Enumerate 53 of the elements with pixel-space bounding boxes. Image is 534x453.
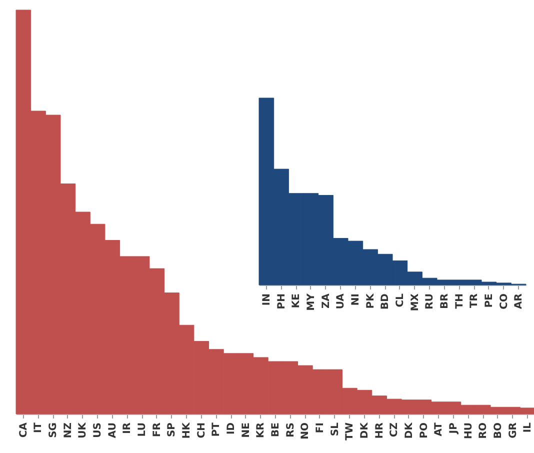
x-tick-label: TR <box>469 293 480 308</box>
x-tick-label: NE <box>240 422 252 438</box>
x-tick-label: HU <box>463 422 474 439</box>
x-tick-label: BO <box>492 422 504 439</box>
x-tick-label: CH <box>196 422 208 438</box>
x-tick-label: DK <box>359 421 370 439</box>
x-tick-label: SP <box>166 422 178 438</box>
x-tick-label: AU <box>107 422 118 438</box>
x-tick-label: IT <box>33 422 44 434</box>
x-tick-label: CA <box>18 422 30 438</box>
x-tick-label: HK <box>182 421 193 439</box>
x-tick-label: NZ <box>62 422 74 438</box>
x-tick-label: NO <box>300 422 312 440</box>
x-tick-label: AR <box>514 293 525 309</box>
x-tick-label: UK <box>78 421 89 438</box>
x-tick-label: TW <box>344 422 356 440</box>
x-tick-label: CL <box>394 292 406 308</box>
x-tick-label: BD <box>380 294 392 310</box>
x-tick-label: JP <box>448 422 460 435</box>
x-tick-label: LU <box>137 422 148 437</box>
x-tick-label: GR <box>508 422 519 438</box>
x-tick-label: BE <box>270 422 282 437</box>
x-tick-label: TH <box>454 294 466 309</box>
x-tick-label: FI <box>314 422 326 434</box>
x-tick-label: PE <box>484 293 495 308</box>
x-tick-label: MX <box>410 293 421 312</box>
x-tick-label: CO <box>498 294 510 310</box>
x-tick-label: UA <box>336 293 347 310</box>
x-tick-label: RO <box>478 422 490 439</box>
x-tick-label: DK <box>404 421 415 439</box>
x-tick-label: CZ <box>389 422 400 438</box>
x-tick-label: RU <box>424 294 436 310</box>
x-tick-label: AT <box>434 422 445 436</box>
x-tick-label: HR <box>374 422 386 439</box>
x-tick-label: PO <box>418 422 430 438</box>
x-tick-label: IN <box>261 294 272 306</box>
x-tick-label: IL <box>522 422 534 433</box>
x-tick-label: SG <box>48 422 60 438</box>
x-tick-label: ZA <box>320 293 332 308</box>
x-tick-label: IR <box>122 422 134 434</box>
x-tick-label: FR <box>152 422 163 438</box>
x-tick-label: KE <box>291 293 302 308</box>
x-tick-label: BR <box>439 293 450 309</box>
x-tick-label: SL <box>330 422 341 436</box>
x-tick-label: MY <box>306 292 317 311</box>
x-tick-label: PH <box>276 294 288 310</box>
x-tick-label: KR <box>256 422 267 438</box>
x-tick-label: US <box>92 422 104 438</box>
x-tick-label: RS <box>285 422 296 438</box>
x-tick-label: PT <box>211 422 222 437</box>
x-tick-label: NI <box>350 294 362 306</box>
x-tick-label: ID <box>226 422 238 435</box>
x-tick-label: PK <box>365 292 376 309</box>
